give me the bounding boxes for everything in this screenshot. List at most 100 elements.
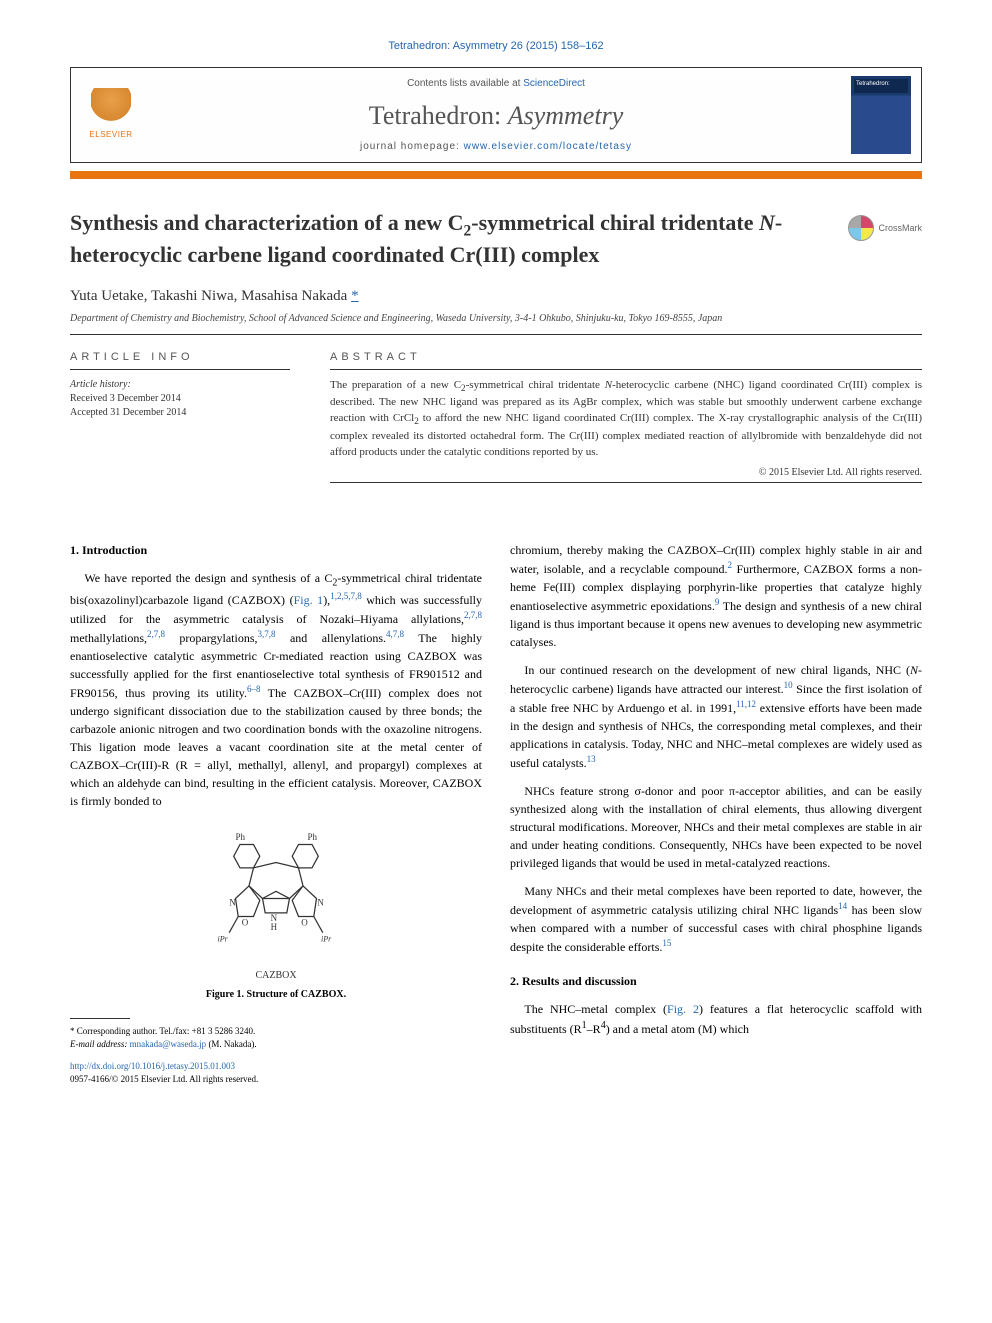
ref-link-1[interactable]: 1,2,5,7,8: [330, 591, 362, 601]
doi-block: http://dx.doi.org/10.1016/j.tetasy.2015.…: [70, 1060, 482, 1085]
p1i: The CAZBOX–Cr(III) complex does not unde…: [70, 686, 482, 808]
elsevier-logo-icon: ELSEVIER: [86, 88, 136, 143]
journal-title: Tetrahedron: Asymmetry: [171, 101, 821, 131]
journal-name-italic: Asymmetry: [508, 101, 624, 130]
cover-label: Tetrahedron:: [856, 81, 890, 87]
svg-text:H: H: [271, 922, 278, 932]
journal-masthead: ELSEVIER Contents lists available at Sci…: [70, 67, 922, 163]
cazbox-structure-icon: Ph Ph N H N O iPr N O: [186, 824, 366, 964]
affiliation: Department of Chemistry and Biochemistry…: [70, 313, 922, 324]
title-ital: N: [759, 210, 775, 235]
abs-t1: The preparation of a new C: [330, 379, 461, 391]
figure-1: Ph Ph N H N O iPr N O: [70, 824, 482, 1002]
svg-text:Ph: Ph: [308, 832, 318, 842]
footnote-separator: [70, 1018, 130, 1019]
abs-ital: N: [605, 379, 612, 391]
p1a: We have reported the design and synthesi…: [84, 571, 332, 585]
paragraph-4: NHCs feature strong σ-donor and poor π-a…: [510, 782, 922, 872]
ref-link-12[interactable]: 14: [838, 901, 847, 911]
p1e: methallylations,: [70, 631, 147, 645]
email-suffix: (M. Nakada).: [206, 1039, 256, 1049]
paragraph-1: We have reported the design and synthesi…: [70, 569, 482, 810]
ref-link-10[interactable]: 11,12: [736, 699, 756, 709]
crossmark-badge[interactable]: CrossMark: [848, 215, 922, 241]
abstract-heading: ABSTRACT: [330, 351, 922, 363]
fig2-ref-link[interactable]: Fig. 2: [667, 1002, 699, 1016]
header-citation: Tetrahedron: Asymmetry 26 (2015) 158–162: [70, 40, 922, 52]
journal-cover-icon: Tetrahedron:: [851, 76, 911, 154]
section-1-heading: 1. Introduction: [70, 541, 482, 559]
paragraph-6: The NHC–metal complex (Fig. 2) features …: [510, 1000, 922, 1038]
history-label: Article history:: [70, 379, 131, 390]
article-info-heading: ARTICLE INFO: [70, 351, 290, 363]
article-title: Synthesis and characterization of a new …: [70, 209, 828, 270]
cover-thumb-box: Tetrahedron:: [841, 68, 921, 162]
abstract-copyright: © 2015 Elsevier Ltd. All rights reserved…: [330, 467, 922, 478]
fig1-caption: Figure 1. Structure of CAZBOX.: [70, 987, 482, 1002]
abs-t2: -symmetrical chiral tridentate: [466, 379, 605, 391]
accepted-date: Accepted 31 December 2014: [70, 407, 186, 418]
p1f: propargylations,: [165, 631, 258, 645]
p1g: and allenylations.: [276, 631, 387, 645]
abstract-text: The preparation of a new C2-symmetrical …: [330, 378, 922, 461]
paragraph-3: In our continued research on the develop…: [510, 661, 922, 772]
fig1-ref-link[interactable]: Fig. 1: [294, 593, 324, 607]
email-footnote: E-mail address: mnakada@waseda.jp (M. Na…: [70, 1038, 482, 1051]
abstract-rule: [330, 369, 922, 370]
ref-link-5[interactable]: 4,7,8: [386, 629, 404, 639]
title-part-1: Synthesis and characterization of a new: [70, 210, 448, 235]
article-info-column: ARTICLE INFO Article history: Received 3…: [70, 351, 290, 491]
section-2-heading: 2. Results and discussion: [510, 972, 922, 990]
ref-link-4[interactable]: 3,7,8: [258, 629, 276, 639]
orange-separator-bar: [70, 171, 922, 179]
info-rule: [70, 369, 290, 370]
email-link[interactable]: mnakada@waseda.jp: [130, 1039, 207, 1049]
journal-name-plain: Tetrahedron:: [369, 101, 508, 130]
p3a: In our continued research on the develop…: [524, 663, 910, 677]
svg-text:O: O: [242, 918, 249, 928]
ref-link-13[interactable]: 15: [662, 938, 671, 948]
svg-text:O: O: [301, 918, 308, 928]
received-date: Received 3 December 2014: [70, 393, 181, 404]
corresponding-mark-link[interactable]: *: [351, 288, 359, 304]
journal-homepage-line: journal homepage: www.elsevier.com/locat…: [171, 141, 821, 152]
contents-prefix: Contents lists available at: [407, 78, 523, 89]
abstract-bottom-rule: [330, 482, 922, 483]
email-label: E-mail address:: [70, 1039, 127, 1049]
p6a: The NHC–metal complex (: [524, 1002, 667, 1016]
sciencedirect-link[interactable]: ScienceDirect: [523, 78, 585, 89]
svg-text:Ph: Ph: [236, 832, 246, 842]
abstract-column: ABSTRACT The preparation of a new C2-sym…: [330, 351, 922, 491]
header-divider: [70, 334, 922, 335]
svg-text:iPr: iPr: [321, 935, 332, 944]
paragraph-2: chromium, thereby making the CAZBOX–Cr(I…: [510, 541, 922, 651]
fig1-caption-text: Figure 1. Structure of CAZBOX.: [206, 989, 346, 1000]
authors-names: Yuta Uetake, Takashi Niwa, Masahisa Naka…: [70, 288, 347, 304]
issn-copyright: 0957-4166/© 2015 Elsevier Ltd. All right…: [70, 1074, 258, 1084]
p6d: ) and a metal atom (M) which: [606, 1022, 749, 1036]
svg-text:N: N: [229, 898, 236, 908]
ref-link-3[interactable]: 2,7,8: [147, 629, 165, 639]
ref-link-2[interactable]: 2,7,8: [464, 610, 482, 620]
paragraph-5: Many NHCs and their metal complexes have…: [510, 882, 922, 956]
publisher-name: ELSEVIER: [89, 130, 132, 139]
homepage-link[interactable]: www.elsevier.com/locate/tetasy: [464, 141, 632, 152]
svg-text:iPr: iPr: [218, 935, 229, 944]
ref-link-9[interactable]: 10: [784, 680, 793, 690]
doi-link[interactable]: http://dx.doi.org/10.1016/j.tetasy.2015.…: [70, 1061, 235, 1071]
masthead-center: Contents lists available at ScienceDirec…: [151, 68, 841, 162]
contents-available-line: Contents lists available at ScienceDirec…: [171, 78, 821, 89]
p3ital: N: [910, 663, 918, 677]
fig1-inline-label: CAZBOX: [70, 968, 482, 983]
title-c: C: [448, 210, 464, 235]
ref-link-6[interactable]: 6–8: [247, 684, 261, 694]
footnotes: * Corresponding author. Tel./fax: +81 3 …: [70, 1025, 482, 1050]
crossmark-icon: [848, 215, 874, 241]
homepage-prefix: journal homepage:: [360, 141, 464, 152]
p6c: –R: [587, 1022, 601, 1036]
corresponding-author-footnote: * Corresponding author. Tel./fax: +81 3 …: [70, 1025, 482, 1038]
body-column-right: chromium, thereby making the CAZBOX–Cr(I…: [510, 541, 922, 1086]
ref-link-11[interactable]: 13: [587, 754, 596, 764]
crossmark-label: CrossMark: [878, 223, 922, 233]
abs-t4: to afford the new NHC ligand coordinated…: [330, 412, 922, 457]
